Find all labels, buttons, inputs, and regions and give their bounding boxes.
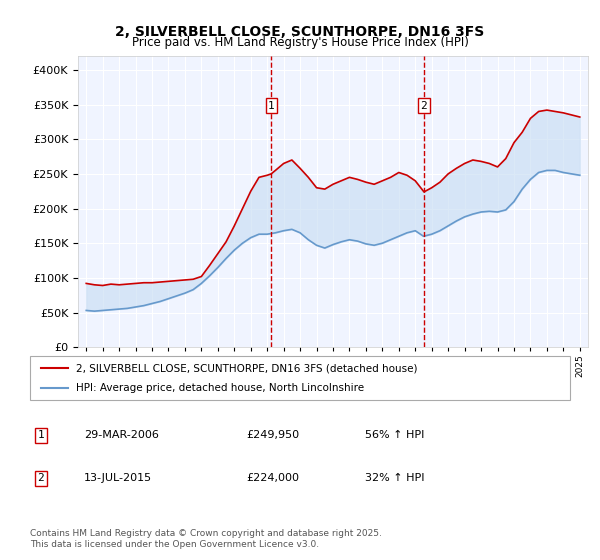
- Text: 32% ↑ HPI: 32% ↑ HPI: [365, 473, 424, 483]
- Text: 1: 1: [37, 431, 44, 441]
- Text: HPI: Average price, detached house, North Lincolnshire: HPI: Average price, detached house, Nort…: [76, 383, 364, 393]
- Text: £224,000: £224,000: [246, 473, 299, 483]
- Text: 29-MAR-2006: 29-MAR-2006: [84, 431, 159, 441]
- Text: 56% ↑ HPI: 56% ↑ HPI: [365, 431, 424, 441]
- FancyBboxPatch shape: [30, 356, 570, 400]
- Text: 1: 1: [268, 100, 275, 110]
- Text: 2: 2: [421, 100, 427, 110]
- Text: 2: 2: [37, 473, 44, 483]
- Text: Price paid vs. HM Land Registry's House Price Index (HPI): Price paid vs. HM Land Registry's House …: [131, 36, 469, 49]
- Text: 2, SILVERBELL CLOSE, SCUNTHORPE, DN16 3FS (detached house): 2, SILVERBELL CLOSE, SCUNTHORPE, DN16 3F…: [76, 363, 418, 373]
- Text: 13-JUL-2015: 13-JUL-2015: [84, 473, 152, 483]
- Text: 2, SILVERBELL CLOSE, SCUNTHORPE, DN16 3FS: 2, SILVERBELL CLOSE, SCUNTHORPE, DN16 3F…: [115, 25, 485, 39]
- Text: Contains HM Land Registry data © Crown copyright and database right 2025.
This d: Contains HM Land Registry data © Crown c…: [30, 529, 382, 549]
- Text: £249,950: £249,950: [246, 431, 299, 441]
